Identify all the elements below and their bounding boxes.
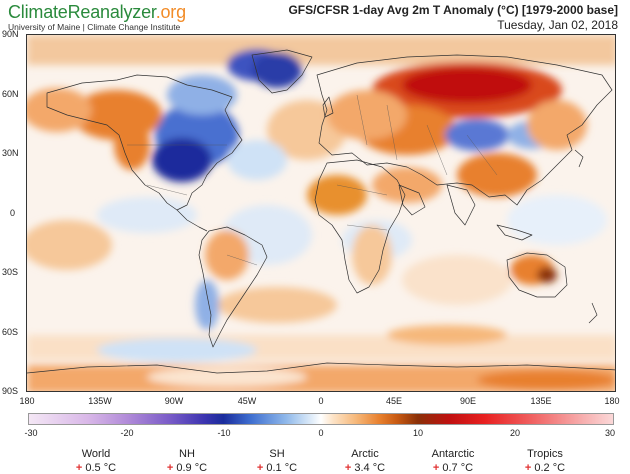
lon-label-90e: 90E bbox=[459, 396, 477, 406]
coast-japan bbox=[574, 149, 584, 168]
lat-label-90n: 90N bbox=[2, 29, 19, 39]
stat-value: 0.1 °C bbox=[266, 462, 298, 474]
plus-icon: + bbox=[432, 462, 440, 474]
stat-value-row: +3.4 °C bbox=[345, 462, 385, 474]
coast-australia bbox=[506, 252, 568, 298]
plus-icon: + bbox=[524, 462, 532, 474]
lat-label-90s: 90S bbox=[2, 386, 19, 396]
stat-name: World bbox=[81, 448, 111, 460]
stat-value: 0.9 °C bbox=[176, 462, 208, 474]
lat-label-30n: 30N bbox=[2, 148, 19, 158]
stat-value-row: +0.2 °C bbox=[525, 462, 565, 474]
anomaly-field bbox=[27, 35, 615, 391]
lon-label-180w: 180 bbox=[19, 396, 35, 406]
stat-name: NH bbox=[179, 448, 195, 460]
coast-antarctica bbox=[27, 362, 615, 374]
coastlines bbox=[27, 49, 615, 374]
brand-climate: Climate bbox=[8, 2, 68, 22]
anomaly-map-svg bbox=[27, 35, 615, 391]
brand-reanalyzer: Reanalyzer bbox=[67, 2, 156, 22]
scale-tick-minus20: -20 bbox=[120, 428, 134, 438]
map-title: GFS/CFSR 1-day Avg 2m T Anomaly (°C) [19… bbox=[288, 3, 618, 17]
plus-icon: + bbox=[256, 462, 264, 474]
map-title-block: GFS/CFSR 1-day Avg 2m T Anomaly (°C) [19… bbox=[288, 3, 618, 33]
stat-value-row: +0.9 °C bbox=[167, 462, 207, 474]
plus-icon: + bbox=[344, 462, 352, 474]
lat-label-30s: 30S bbox=[2, 267, 19, 277]
stat-antarctic: Antarctic +0.7 °C bbox=[432, 448, 475, 474]
stat-value: 0.7 °C bbox=[442, 462, 474, 474]
lon-label-45e: 45E bbox=[385, 396, 403, 406]
coast-central-america bbox=[176, 209, 208, 232]
stat-arctic: Arctic +3.4 °C bbox=[345, 448, 385, 474]
lon-label-135w: 135W bbox=[88, 396, 112, 406]
stat-world: World +0.5 °C bbox=[76, 448, 116, 474]
color-scale-bar bbox=[28, 413, 614, 425]
plus-icon: + bbox=[166, 462, 174, 474]
brand-org: .org bbox=[155, 2, 186, 22]
lat-label-60n: 60N bbox=[2, 89, 19, 99]
coast-new-zealand bbox=[588, 302, 598, 324]
scale-tick-10: 10 bbox=[412, 428, 424, 438]
stat-sh: SH +0.1 °C bbox=[257, 448, 297, 474]
stat-value: 0.5 °C bbox=[85, 462, 117, 474]
stat-value: 3.4 °C bbox=[354, 462, 386, 474]
lat-label-60s: 60S bbox=[2, 327, 19, 337]
lon-label-90w: 90W bbox=[164, 396, 184, 406]
lon-label-180e: 180 bbox=[604, 396, 620, 406]
lon-label-45w: 45W bbox=[237, 396, 257, 406]
stat-nh: NH +0.9 °C bbox=[167, 448, 207, 474]
lat-label-0: 0 bbox=[10, 208, 16, 218]
stat-value-row: +0.7 °C bbox=[432, 462, 475, 474]
stat-name: Arctic bbox=[351, 448, 379, 460]
coast-uk bbox=[322, 96, 334, 118]
lon-label-135e: 135E bbox=[530, 396, 552, 406]
coast-india bbox=[446, 184, 476, 226]
map-date: Tuesday, Jan 02, 2018 bbox=[497, 18, 618, 32]
scale-tick-minus10: -10 bbox=[217, 428, 231, 438]
lon-label-0: 0 bbox=[318, 396, 324, 406]
coast-se-asia bbox=[496, 224, 533, 241]
scale-tick-20: 20 bbox=[509, 428, 521, 438]
stat-tropics: Tropics +0.2 °C bbox=[525, 448, 565, 474]
coast-south-america bbox=[198, 226, 268, 348]
stat-value: 0.2 °C bbox=[534, 462, 566, 474]
stat-value-row: +0.5 °C bbox=[76, 462, 116, 474]
stat-name: Antarctic bbox=[431, 448, 475, 460]
scale-tick-0: 0 bbox=[318, 428, 324, 438]
coast-arabia bbox=[398, 184, 426, 216]
brand-subtitle: University of Maine | Climate Change Ins… bbox=[8, 22, 181, 32]
anomaly-map[interactable] bbox=[26, 34, 616, 392]
scale-tick-30: 30 bbox=[604, 428, 616, 438]
brand-name: ClimateReanalyzer.org bbox=[8, 2, 186, 22]
stat-value-row: +0.1 °C bbox=[257, 462, 297, 474]
country-borders bbox=[127, 94, 498, 266]
coast-eurasia bbox=[316, 54, 613, 206]
scale-tick-minus30: -30 bbox=[24, 428, 38, 438]
coast-north-america bbox=[46, 74, 243, 211]
site-logo[interactable]: ClimateReanalyzer.org University of Main… bbox=[8, 2, 186, 32]
plus-icon: + bbox=[75, 462, 83, 474]
stat-name: Tropics bbox=[527, 448, 563, 460]
coast-greenland bbox=[251, 49, 313, 94]
coast-africa bbox=[314, 159, 406, 294]
stat-name: SH bbox=[269, 448, 285, 460]
